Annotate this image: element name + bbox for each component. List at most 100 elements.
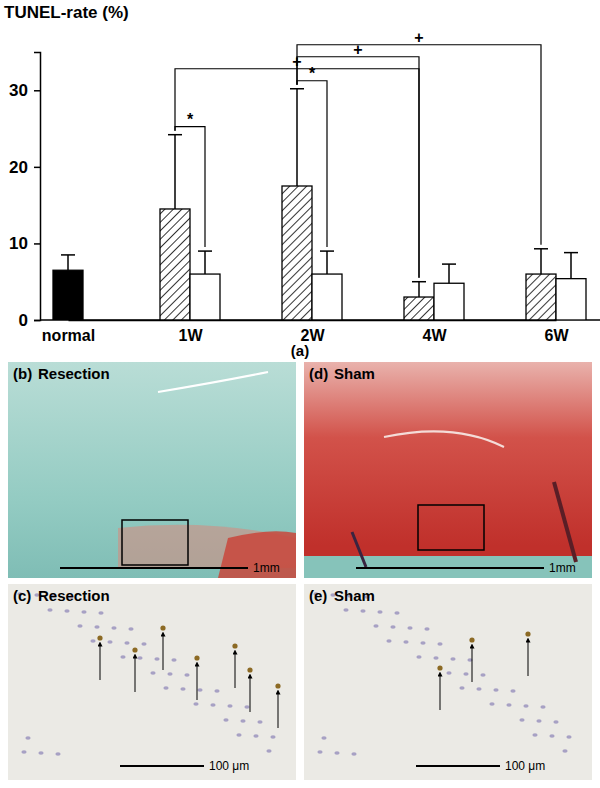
error-stem bbox=[540, 249, 542, 274]
tunel-positive-cell bbox=[160, 625, 165, 630]
scale-bar bbox=[356, 567, 544, 569]
cell-nucleus bbox=[536, 719, 541, 723]
cell-nucleus bbox=[519, 718, 524, 722]
tissue-edge bbox=[158, 372, 268, 392]
tunel-positive-cell bbox=[437, 665, 442, 670]
bar bbox=[190, 274, 220, 320]
cell-nucleus bbox=[562, 749, 567, 753]
tunel-positive-cell bbox=[132, 647, 137, 652]
bar bbox=[556, 279, 586, 320]
cell-nucleus bbox=[21, 750, 26, 754]
scale-bar bbox=[416, 765, 500, 767]
y-tick-label: 0 bbox=[19, 311, 28, 330]
cell-nucleus bbox=[90, 639, 95, 643]
bracket-label: + bbox=[353, 41, 362, 58]
arrow bbox=[163, 634, 164, 670]
cell-nucleus bbox=[510, 689, 515, 693]
cell-nucleus bbox=[476, 687, 481, 691]
error-bar bbox=[412, 282, 426, 297]
arrow bbox=[440, 674, 441, 710]
cell-nucleus bbox=[549, 734, 554, 738]
cell-nucleus bbox=[450, 657, 455, 661]
bar bbox=[434, 283, 464, 320]
error-bar bbox=[442, 264, 456, 283]
cell-nucleus bbox=[210, 703, 215, 707]
arrow bbox=[278, 692, 279, 728]
error-cap bbox=[320, 250, 334, 252]
cell-nucleus bbox=[223, 718, 228, 722]
significance-bracket: * bbox=[297, 65, 327, 247]
scale-bar bbox=[60, 567, 248, 569]
cell-nucleus bbox=[390, 625, 395, 629]
bracket-line bbox=[297, 57, 419, 278]
inset-box bbox=[418, 505, 484, 550]
error-stem bbox=[418, 282, 420, 297]
scale-bar-label: 100 μm bbox=[505, 759, 545, 773]
scale-bar-label: 1mm bbox=[253, 561, 280, 575]
cell-nucleus bbox=[184, 673, 189, 677]
micrograph-panel: (e) Sham 100 μm bbox=[304, 584, 592, 780]
x-tick-label: normal bbox=[42, 327, 95, 344]
x-tick-label: 1W bbox=[179, 327, 204, 344]
cell-nucleus bbox=[463, 672, 468, 676]
panel-title: Sham bbox=[334, 587, 375, 604]
cell-nucleus bbox=[128, 627, 133, 631]
cell-nucleus bbox=[77, 624, 82, 628]
tunel-positive-cell bbox=[525, 631, 530, 636]
cell-nucleus bbox=[506, 703, 511, 707]
error-bar bbox=[168, 135, 182, 209]
y-tick-line bbox=[34, 243, 40, 245]
x-axis: normal1W2W4W6W bbox=[42, 320, 570, 344]
y-tick-label: 20 bbox=[9, 158, 28, 177]
error-bar bbox=[290, 89, 304, 186]
x-tick: normal bbox=[42, 320, 95, 344]
cell-nucleus bbox=[446, 671, 451, 675]
tunel-positive-cell bbox=[275, 683, 280, 688]
cell-nucleus bbox=[244, 705, 249, 709]
cell-nucleus bbox=[493, 688, 498, 692]
cell-nucleus bbox=[25, 736, 30, 740]
cell-nucleus bbox=[459, 686, 464, 690]
cell-nucleus bbox=[433, 656, 438, 660]
cell-nucleus bbox=[566, 735, 571, 739]
cell-nucleus bbox=[55, 752, 60, 756]
y-axis: 0102030 bbox=[9, 53, 40, 330]
panel-label: (b) bbox=[13, 365, 32, 382]
cell-nucleus bbox=[240, 719, 245, 723]
panel-label: (e) bbox=[309, 587, 327, 604]
cell-nucleus bbox=[171, 658, 176, 662]
cell-nucleus bbox=[98, 611, 103, 615]
arrow bbox=[528, 640, 529, 676]
cell-nucleus bbox=[167, 672, 172, 676]
figure: 0102030normal1W2W4W6WTUNEL-rate (%)(a)**… bbox=[0, 0, 600, 788]
tunel-positive-cell bbox=[97, 635, 102, 640]
cell-nucleus bbox=[141, 642, 146, 646]
cell-nucleus bbox=[386, 639, 391, 643]
error-bar bbox=[564, 253, 578, 279]
x-tick: 1W bbox=[179, 320, 204, 344]
arrow bbox=[250, 676, 251, 712]
error-cap bbox=[442, 263, 456, 265]
error-stem bbox=[296, 89, 298, 186]
bar bbox=[526, 274, 556, 320]
y-tick-line bbox=[34, 167, 40, 169]
cell-nucleus bbox=[532, 733, 537, 737]
cell-nucleus bbox=[351, 752, 356, 756]
panel-title: Sham bbox=[334, 365, 375, 382]
x-axis-title: (a) bbox=[291, 342, 309, 359]
panel-title: Resection bbox=[38, 365, 110, 382]
bracket-label: + bbox=[414, 29, 423, 46]
bar bbox=[282, 186, 312, 320]
error-stem bbox=[204, 251, 206, 274]
arrow bbox=[135, 656, 136, 692]
arrow bbox=[197, 664, 198, 700]
arrow bbox=[472, 646, 473, 682]
y-tick-label: 10 bbox=[9, 234, 28, 253]
cell-nucleus bbox=[403, 640, 408, 644]
cell-nucleus bbox=[343, 608, 348, 612]
cell-nucleus bbox=[197, 688, 202, 692]
bar bbox=[160, 209, 190, 320]
x-tick-label: 4W bbox=[423, 327, 448, 344]
tissue bbox=[304, 584, 592, 780]
y-tick: 20 bbox=[9, 158, 40, 177]
